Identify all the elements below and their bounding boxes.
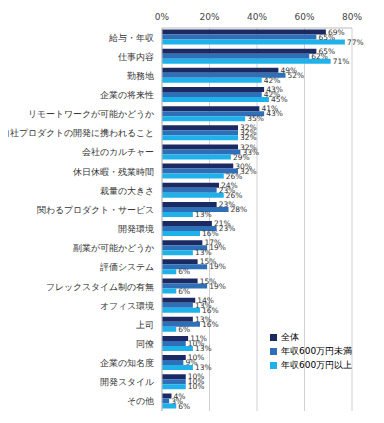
svg-text:関わるプロダクト・サービス: 関わるプロダクト・サービス	[37, 205, 154, 215]
svg-text:43%: 43%	[266, 109, 283, 118]
svg-text:13%: 13%	[195, 248, 212, 257]
svg-text:20%: 20%	[199, 12, 219, 22]
svg-text:副業が可能かどうか: 副業が可能かどうか	[73, 243, 154, 253]
svg-text:13%: 13%	[195, 210, 212, 219]
svg-text:32%: 32%	[240, 167, 257, 176]
svg-text:26%: 26%	[226, 172, 243, 181]
svg-text:会社のカルチャー: 会社のカルチャー	[82, 147, 154, 157]
svg-text:65%: 65%	[318, 33, 335, 42]
html-text:年収600万円未満: 年収600万円未満	[281, 346, 353, 356]
svg-text:19%: 19%	[209, 262, 226, 271]
svg-text:19%: 19%	[209, 282, 226, 291]
svg-text:上司: 上司	[136, 320, 154, 330]
svg-text:28%: 28%	[231, 205, 248, 214]
html-text:年収600万円以上: 年収600万円以上	[281, 360, 353, 370]
svg-text:企業の知名度: 企業の知名度	[100, 358, 154, 368]
svg-text:開発環境: 開発環境	[118, 224, 154, 234]
svg-text:52%: 52%	[288, 71, 305, 80]
svg-text:16%: 16%	[202, 306, 219, 315]
svg-text:評価システム: 評価システム	[100, 262, 154, 272]
svg-text:26%: 26%	[226, 191, 243, 200]
svg-text:休日休暇・残業時間: 休日休暇・残業時間	[73, 167, 154, 177]
svg-text:23%: 23%	[218, 200, 236, 209]
svg-text:60%: 60%	[294, 12, 314, 22]
svg-text:40%: 40%	[247, 12, 267, 22]
svg-text:32%: 32%	[240, 133, 257, 142]
svg-text:自社プロダクトの開発に携われること: 自社プロダクトの開発に携われること	[8, 128, 154, 138]
svg-text:19%: 19%	[209, 243, 226, 252]
svg-text:勤務地: 勤務地	[127, 71, 154, 81]
svg-text:リモートワークが可能かどうか: リモートワークが可能かどうか	[28, 109, 154, 119]
svg-text:企業の将来性: 企業の将来性	[100, 90, 154, 100]
svg-text:0%: 0%	[155, 12, 170, 22]
svg-text:6%: 6%	[178, 402, 190, 411]
svg-text:80%: 80%	[342, 12, 362, 22]
svg-text:6%: 6%	[178, 325, 190, 334]
svg-text:その他: その他	[127, 396, 154, 406]
svg-text:42%: 42%	[264, 76, 281, 85]
svg-text:9%: 9%	[185, 358, 198, 368]
svg-text:71%: 71%	[333, 57, 350, 66]
svg-text:16%: 16%	[202, 229, 219, 238]
svg-text:35%: 35%	[247, 114, 264, 123]
svg-text:3%: 3%	[171, 396, 183, 406]
svg-text:同僚: 同僚	[136, 339, 154, 349]
svg-text:6%: 6%	[178, 287, 190, 296]
svg-text:15%: 15%	[199, 257, 217, 267]
svg-text:仕事内容: 仕事内容	[118, 52, 154, 62]
svg-text:フレックスタイム制の有無: フレックスタイム制の有無	[46, 282, 154, 292]
svg-text:開発スタイル: 開発スタイル	[100, 377, 154, 387]
svg-text:6%: 6%	[178, 267, 190, 276]
svg-text:13%: 13%	[195, 344, 212, 353]
svg-text:給与・年収: 給与・年収	[108, 33, 154, 43]
svg-text:13%: 13%	[195, 363, 212, 372]
svg-text:62%: 62%	[311, 52, 328, 61]
svg-text:69%: 69%	[327, 27, 345, 37]
svg-text:45%: 45%	[271, 95, 288, 104]
svg-text:10%: 10%	[188, 382, 205, 391]
svg-text:16%: 16%	[202, 320, 219, 329]
svg-text:33%: 33%	[242, 147, 259, 157]
svg-text:15%: 15%	[199, 276, 217, 286]
svg-text:23%: 23%	[219, 224, 236, 233]
html-text:全体: 全体	[281, 332, 299, 342]
svg-text:77%: 77%	[347, 38, 364, 47]
svg-text:29%: 29%	[233, 153, 250, 162]
svg-text:オフィス環境: オフィス環境	[100, 301, 154, 311]
svg-text:裁量の大きさ: 裁量の大きさ	[100, 186, 154, 196]
